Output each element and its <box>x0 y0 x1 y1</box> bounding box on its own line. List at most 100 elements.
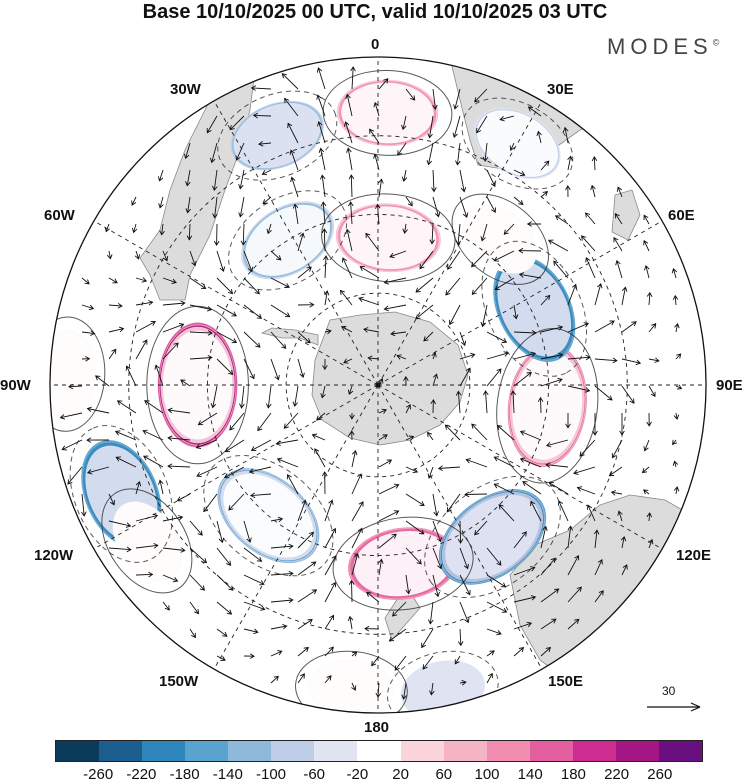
wind-arrow <box>394 655 407 671</box>
wind-arrow <box>81 493 87 517</box>
colorbar-tick-label: 140 <box>517 766 543 783</box>
wind-arrow <box>545 462 569 468</box>
wind-arrow <box>672 460 679 468</box>
wind-arrow <box>396 354 407 360</box>
wind-arrow <box>189 520 203 536</box>
wind-arrow <box>427 466 434 479</box>
wind-arrow <box>567 525 574 549</box>
wind-arrow <box>351 651 358 657</box>
wind-arrow <box>189 277 207 289</box>
wind-arrow <box>646 412 652 427</box>
antarctica <box>311 311 469 446</box>
wind-arrow <box>135 571 154 578</box>
wind-arrow <box>365 232 380 252</box>
wind-arrow <box>431 169 437 193</box>
wind-arrow <box>324 581 337 603</box>
wind-arrow <box>554 215 569 225</box>
wind-arrow <box>367 355 380 362</box>
wind-arrow <box>459 547 469 570</box>
wind-arrow <box>432 196 441 218</box>
wind-arrow <box>405 466 419 474</box>
wind-arrow <box>339 289 353 306</box>
wind-arrow <box>189 628 196 639</box>
wind-arrow <box>397 142 407 156</box>
wind-arrow <box>403 375 409 387</box>
wind-arrow <box>471 277 488 296</box>
wind-arrow <box>591 156 598 171</box>
wind-arrow <box>648 357 660 363</box>
wind-arrow <box>59 412 83 420</box>
wind-arrow <box>157 169 164 182</box>
wind-arrow <box>378 78 389 90</box>
wind-arrow <box>108 326 125 333</box>
wind-arrow <box>422 655 434 670</box>
lon-label-60e: 60E <box>668 207 695 224</box>
wind-arrow <box>346 147 353 171</box>
wind-arrow <box>68 383 83 390</box>
wind-arrow <box>586 504 596 522</box>
colorbar-tick-label: 180 <box>560 766 586 783</box>
wind-arrow <box>243 520 252 543</box>
wind-arrow <box>402 223 408 234</box>
colorbar-tick-label: -220 <box>126 766 157 783</box>
anomaly-contour <box>451 193 549 285</box>
wind-arrow <box>459 601 470 624</box>
wind-arrow <box>318 147 326 171</box>
wind-arrow <box>162 250 169 262</box>
wind-arrow <box>167 463 191 470</box>
wind-arrow <box>540 557 556 576</box>
wind-arrow <box>648 323 657 333</box>
wind-arrow <box>545 439 569 448</box>
wind-arrow <box>135 339 148 360</box>
wind-arrow <box>143 455 164 468</box>
wind-arrow <box>592 413 598 436</box>
wind-arrow <box>432 520 442 543</box>
wind-arrow <box>319 174 326 198</box>
wind-arrow <box>567 322 590 333</box>
wind-arrow <box>257 412 272 432</box>
wind-arrow <box>375 682 382 698</box>
wind-arrow <box>229 412 245 431</box>
wind-arrow <box>567 155 573 171</box>
wind-arrow <box>499 115 515 122</box>
wind-arrow <box>297 302 315 308</box>
wind-arrow <box>486 574 507 588</box>
colorbar-tick-label: -180 <box>169 766 200 783</box>
colorbar-swatch <box>572 741 616 761</box>
wind-arrow <box>509 142 515 152</box>
wind-arrow <box>144 400 164 414</box>
wind-arrow <box>216 304 237 317</box>
wind-arrow <box>444 424 461 441</box>
wind-arrow <box>513 196 524 206</box>
wind-arrow <box>540 191 549 198</box>
wind-arrow <box>108 546 132 553</box>
wind-arrow <box>374 203 381 225</box>
wind-arrow <box>590 184 596 198</box>
wind-arrow <box>142 429 164 441</box>
wind-arrow <box>486 628 502 636</box>
wind-arrow <box>81 356 91 362</box>
anomaly-contour <box>424 475 561 599</box>
wind-arrow <box>429 223 435 245</box>
wind-arrow <box>427 601 434 625</box>
wind-arrow <box>125 365 137 387</box>
colorbar-tick-label: 260 <box>647 766 673 783</box>
brand-name: MODES <box>607 34 713 59</box>
wind-arrow <box>378 533 397 549</box>
wind-arrow <box>617 510 623 522</box>
wind-arrow <box>316 67 326 90</box>
colorbar-swatch <box>185 741 229 761</box>
wind-vectors <box>59 66 683 700</box>
wind-arrow <box>297 358 305 379</box>
wind-arrow <box>530 500 542 522</box>
anomaly-contour <box>203 455 334 577</box>
wind-arrow <box>243 304 263 319</box>
anomaly-cell <box>309 660 394 713</box>
wind-arrow <box>108 520 132 528</box>
wind-arrow <box>216 628 228 637</box>
wind-arrow <box>453 88 461 110</box>
wind-arrow <box>540 325 564 333</box>
wind-arrow <box>594 590 604 603</box>
